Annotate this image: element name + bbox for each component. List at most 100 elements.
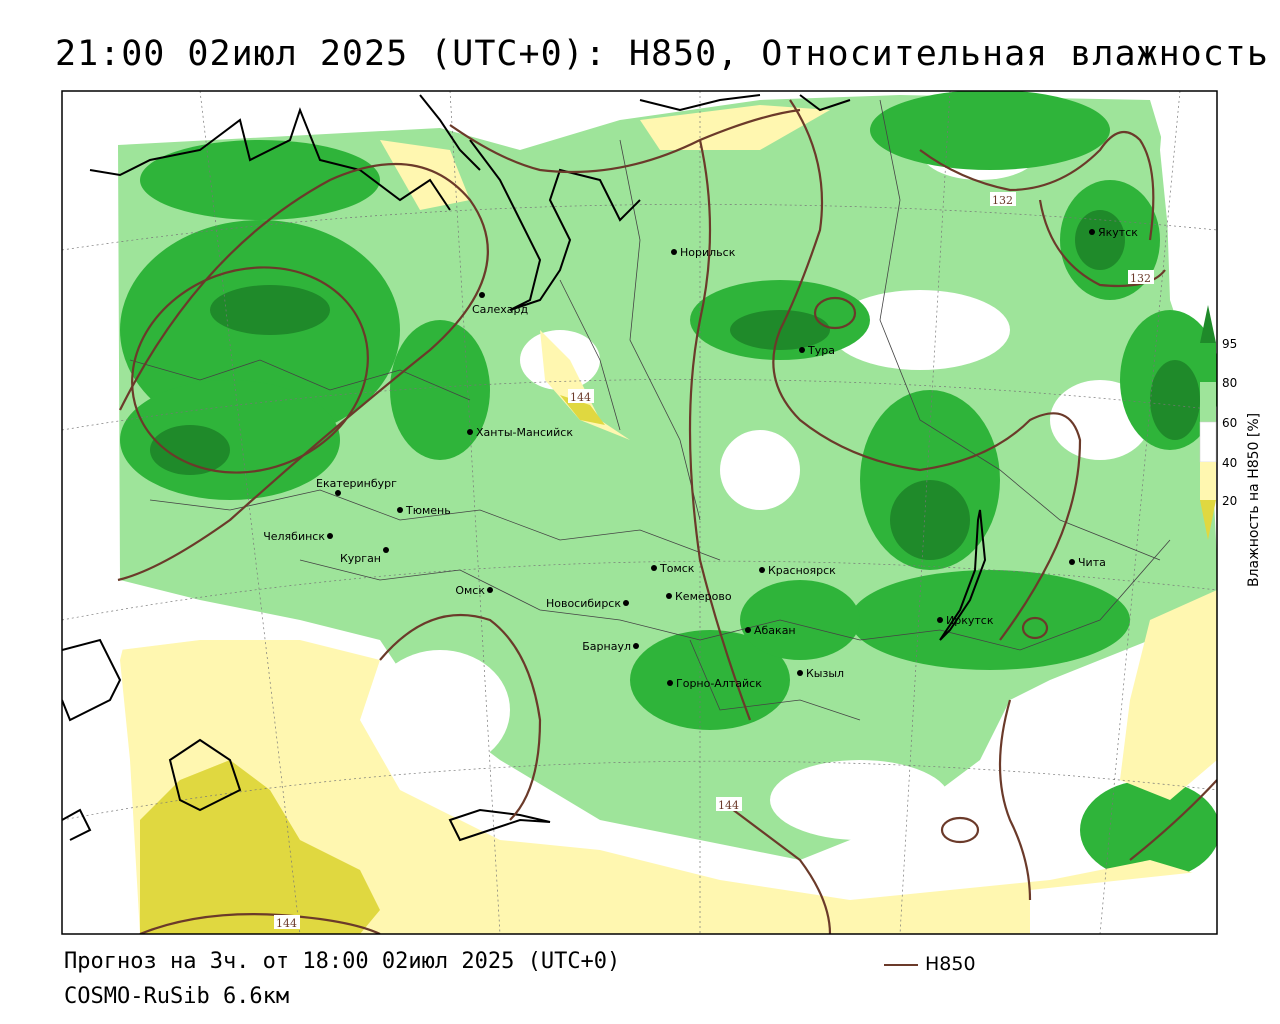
city-label: Омск: [455, 584, 485, 597]
city-markers: Салехард Норильск Якутск Тура Ханты-Мансийск…: [263, 226, 1138, 690]
very-dry-zone: [140, 760, 380, 934]
city-dot: [667, 680, 673, 686]
dry-zone-20-40: [1120, 590, 1217, 800]
city-dot: [327, 533, 333, 539]
wet-zone-80-95: [390, 320, 490, 460]
humidity-field: [62, 91, 1217, 934]
city-label: Барнаул: [582, 640, 631, 653]
model-name: COSMO-RuSib 6.6км: [64, 984, 290, 1009]
dry-zone-20-40: [62, 640, 1217, 934]
city-dot: [479, 292, 485, 298]
outside-domain: [1030, 870, 1217, 934]
wet-zone-80-95: [120, 380, 340, 500]
dry-zone-20-40: [380, 140, 470, 210]
h850-contours: [117, 99, 1217, 934]
city-dot: [397, 507, 403, 513]
contour-label-bg: [274, 915, 300, 929]
city-label: Томск: [659, 562, 695, 575]
wet-zone-80-95: [1080, 780, 1217, 880]
city-dot: [335, 490, 341, 496]
city-dot: [487, 587, 493, 593]
city-label: Тюмень: [405, 504, 451, 517]
wet-zone-80-95: [850, 570, 1130, 670]
saturated-zone: [150, 425, 230, 475]
legend-label: H850: [925, 953, 976, 975]
colorbar-tick: 40: [1222, 456, 1238, 470]
city-label: Екатеринбург: [316, 477, 397, 490]
contour-label: 144: [718, 799, 739, 812]
city-dot: [759, 567, 765, 573]
city-dot: [651, 565, 657, 571]
saturated-zone: [1075, 210, 1125, 270]
saturated-zone: [1150, 360, 1200, 440]
wet-zone-80-95: [630, 630, 790, 730]
city-dot: [467, 429, 473, 435]
city-label: Норильск: [680, 246, 736, 259]
colorbar-bottom-arrow: [1200, 500, 1216, 540]
colorbar: [1199, 305, 1217, 540]
city-dot: [937, 617, 943, 623]
forecast-info: Прогноз на 3ч. от 18:00 02июл 2025 (UTC+…: [64, 949, 621, 974]
city-label: Новосибирск: [546, 597, 621, 610]
contour-label: 144: [276, 917, 297, 930]
outside-domain: [62, 660, 140, 934]
city-label: Курган: [340, 552, 381, 565]
dry-area: [720, 430, 800, 510]
outside-domain: [62, 91, 560, 660]
city-label: Тура: [807, 344, 835, 357]
saturated-zone: [890, 480, 970, 560]
outside-domain: [1160, 91, 1217, 300]
colorbar-segment: [1199, 421, 1217, 463]
city-label: Якутск: [1098, 226, 1138, 239]
city-label: Ханты-Мансийск: [476, 426, 573, 439]
city-dot: [623, 600, 629, 606]
city-label: Чита: [1078, 556, 1106, 569]
city-label: Кызыл: [806, 667, 844, 680]
dry-area: [830, 290, 1010, 370]
colorbar-tick: 80: [1222, 376, 1238, 390]
contour-label: 144: [570, 391, 591, 404]
legend-line-swatch: [884, 964, 918, 966]
colorbar-segment: [1200, 462, 1216, 500]
city-label: Челябинск: [263, 530, 325, 543]
city-label: Красноярск: [768, 564, 836, 577]
contour-label-bg: [716, 797, 742, 811]
city-dot: [797, 670, 803, 676]
city-label: Иркутск: [946, 614, 994, 627]
wet-zone-80-95: [740, 580, 860, 660]
city-dot: [745, 627, 751, 633]
saturated-zone: [210, 285, 330, 335]
dry-area: [770, 760, 950, 840]
graticule: [62, 91, 1217, 934]
city-label: Салехард: [472, 303, 528, 316]
city-dot: [671, 249, 677, 255]
colorbar-top-arrow: [1200, 305, 1216, 343]
colorbar-segment: [1200, 382, 1216, 422]
city-label: Абакан: [754, 624, 796, 637]
contour-label: 132: [992, 194, 1013, 207]
wet-zone-80-95: [140, 140, 380, 220]
colorbar-tick: 95: [1222, 337, 1238, 351]
city-dot: [633, 643, 639, 649]
map-frame: [61, 90, 1218, 935]
dry-zone-20-40: [540, 330, 630, 440]
coastlines: [62, 94, 987, 842]
city-dot: [1089, 229, 1095, 235]
contour-label-bg: [1128, 270, 1154, 284]
colorbar-title: Влажность на H850 [%]: [1246, 412, 1262, 587]
map-title: 21:00 02июл 2025 (UTC+0): H850, Относите…: [55, 34, 1269, 74]
colorbar-tick: 60: [1222, 416, 1238, 430]
city-label: Кемерово: [675, 590, 732, 603]
city-dot: [799, 347, 805, 353]
dry-area: [370, 650, 510, 770]
colorbar-segment: [1200, 343, 1216, 382]
colorbar-tick: 20: [1222, 494, 1238, 508]
contour-label: 132: [1130, 272, 1151, 285]
region-borders: [129, 99, 1171, 721]
city-dot: [1069, 559, 1075, 565]
city-dot: [666, 593, 672, 599]
contour-label-bg: [990, 192, 1016, 206]
wet-zone-80-95: [870, 91, 1110, 170]
city-dot: [383, 547, 389, 553]
